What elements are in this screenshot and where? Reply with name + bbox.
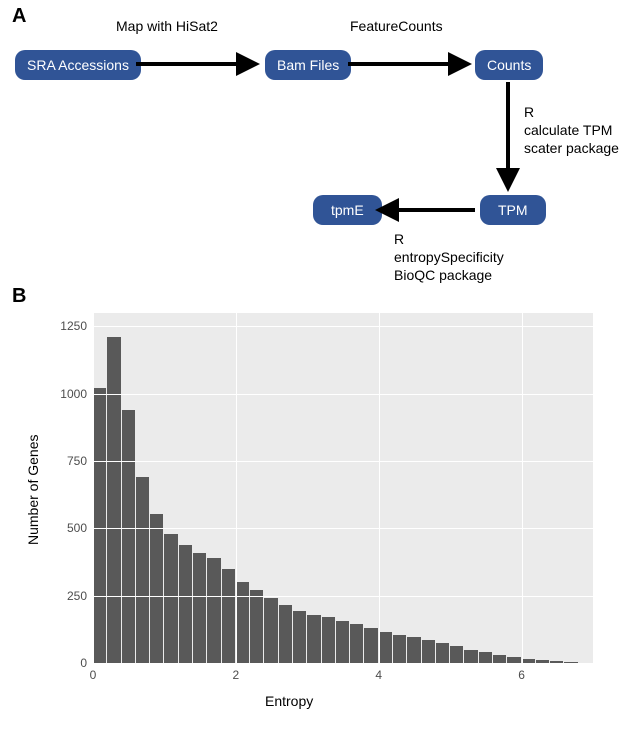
arrow-tpm-tpme-head: [375, 198, 399, 222]
edge4-line1: R: [394, 231, 404, 247]
node-tpme: tpmE: [313, 195, 382, 225]
plot-area: [93, 313, 593, 663]
arrow-sra-bam-line: [136, 62, 236, 66]
histogram-bar: [336, 621, 349, 663]
histogram-bar: [279, 605, 292, 663]
histogram-bar: [107, 337, 120, 663]
edge-label-featurecounts: FeatureCounts: [350, 17, 443, 35]
histogram-bar: [93, 388, 106, 663]
arrow-sra-bam-head: [236, 52, 260, 76]
arrow-tpm-tpme-line: [399, 208, 475, 212]
histogram-bar: [364, 628, 377, 663]
histogram-chart: 025050075010001250 0246 Entropy Number o…: [15, 305, 625, 725]
histogram-bar: [436, 643, 449, 663]
edge3-line3: scater package: [524, 140, 619, 156]
histogram-bar: [122, 410, 135, 663]
x-axis-title: Entropy: [265, 693, 313, 709]
grid-v: [93, 313, 94, 663]
histogram-bar: [393, 635, 406, 663]
histogram-bar: [493, 655, 506, 663]
grid-v: [236, 313, 237, 663]
node-bam: Bam Files: [265, 50, 351, 80]
histogram-bar: [250, 590, 263, 663]
node-counts: Counts: [475, 50, 543, 80]
histogram-bar: [179, 545, 192, 663]
edge4-line2: entropySpecificity: [394, 249, 504, 265]
edge3-line1: R: [524, 104, 534, 120]
grid-h: [93, 528, 593, 529]
histogram-bar: [379, 632, 392, 663]
histogram-bar: [450, 646, 463, 663]
edge-label-hisat2: Map with HiSat2: [116, 17, 218, 35]
histogram-bar: [236, 582, 249, 663]
histogram-bar: [207, 558, 220, 663]
x-tick-label: 2: [221, 668, 251, 682]
y-tick-label: 250: [47, 589, 87, 603]
arrow-counts-tpm-head: [496, 168, 520, 192]
edge3-line2: calculate TPM: [524, 122, 612, 138]
grid-h: [93, 394, 593, 395]
grid-v: [379, 313, 380, 663]
histogram-bar: [307, 615, 320, 663]
arrow-bam-counts-line: [348, 62, 448, 66]
arrow-bam-counts-head: [448, 52, 472, 76]
grid-h: [93, 596, 593, 597]
edge-label-entropy: R entropySpecificity BioQC package: [394, 230, 504, 285]
edge4-line3: BioQC package: [394, 267, 492, 283]
histogram-bar: [136, 477, 149, 663]
histogram-bar: [264, 598, 277, 663]
grid-h: [93, 663, 593, 664]
bar-area: [93, 313, 593, 663]
histogram-bar: [222, 569, 235, 663]
grid-v: [522, 313, 523, 663]
edge-label-calc-tpm: R calculate TPM scater package: [524, 103, 619, 158]
histogram-bar: [164, 534, 177, 663]
arrow-counts-tpm-line: [506, 82, 510, 168]
node-tpm: TPM: [480, 195, 546, 225]
y-tick-label: 500: [47, 521, 87, 535]
histogram-bar: [350, 624, 363, 663]
y-axis-title: Number of Genes: [25, 435, 41, 546]
y-tick-label: 1250: [47, 319, 87, 333]
x-tick-label: 0: [78, 668, 108, 682]
histogram-bar: [150, 514, 163, 663]
histogram-bar: [464, 650, 477, 663]
histogram-bar: [407, 637, 420, 663]
y-tick-label: 1000: [47, 387, 87, 401]
x-tick-label: 6: [507, 668, 537, 682]
y-tick-label: 750: [47, 454, 87, 468]
panel-a-label: A: [12, 5, 26, 28]
grid-h: [93, 461, 593, 462]
grid-h: [93, 326, 593, 327]
node-sra: SRA Accessions: [15, 50, 141, 80]
histogram-bar: [322, 617, 335, 663]
histogram-bar: [422, 640, 435, 663]
histogram-bar: [293, 611, 306, 664]
x-tick-label: 4: [364, 668, 394, 682]
histogram-bar: [479, 652, 492, 663]
histogram-bar: [193, 553, 206, 663]
